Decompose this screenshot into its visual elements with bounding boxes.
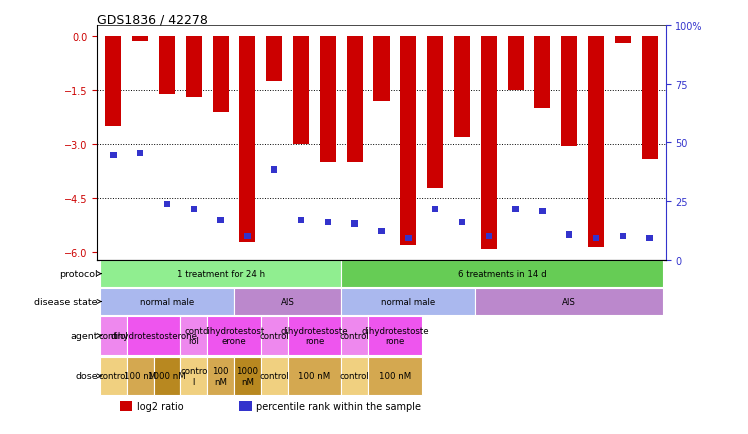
Text: control: control bbox=[99, 331, 128, 340]
Bar bbox=[105, 37, 121, 127]
Bar bbox=[266, 37, 282, 82]
Bar bbox=[615, 37, 631, 44]
Text: control: control bbox=[99, 372, 128, 381]
Bar bbox=[373, 37, 390, 102]
Text: contro
l: contro l bbox=[180, 366, 207, 386]
Bar bbox=[588, 37, 604, 247]
Bar bbox=[261, 357, 288, 395]
Bar bbox=[126, 316, 180, 355]
Bar bbox=[432, 207, 438, 213]
Text: control: control bbox=[340, 372, 370, 381]
Text: control: control bbox=[260, 331, 289, 340]
Bar bbox=[234, 357, 261, 395]
Text: dihydrotestost
erone: dihydrotestost erone bbox=[203, 326, 265, 345]
Bar bbox=[218, 217, 224, 224]
Text: control: control bbox=[260, 372, 289, 381]
Bar bbox=[368, 357, 422, 395]
Bar bbox=[320, 37, 336, 163]
Bar bbox=[239, 37, 256, 242]
Bar bbox=[507, 37, 524, 91]
Text: control: control bbox=[340, 331, 370, 340]
Bar bbox=[378, 228, 384, 234]
Bar bbox=[207, 316, 261, 355]
Bar bbox=[512, 207, 519, 213]
Text: AIS: AIS bbox=[280, 297, 295, 306]
Bar bbox=[561, 37, 577, 147]
Bar bbox=[646, 235, 653, 242]
Text: disease state: disease state bbox=[34, 297, 98, 306]
Bar bbox=[400, 37, 417, 246]
Text: GDS1836 / 42278: GDS1836 / 42278 bbox=[97, 13, 208, 26]
Bar bbox=[100, 261, 341, 287]
Bar bbox=[566, 232, 572, 238]
Text: dose: dose bbox=[75, 372, 98, 381]
Bar bbox=[120, 401, 132, 411]
Text: agent: agent bbox=[70, 331, 98, 340]
Bar bbox=[341, 261, 663, 287]
Text: dihydrotestosterone: dihydrotestosterone bbox=[110, 331, 197, 340]
Text: percentile rank within the sample: percentile rank within the sample bbox=[257, 401, 421, 411]
Bar bbox=[293, 37, 309, 145]
Text: cont
rol: cont rol bbox=[184, 326, 203, 345]
Bar bbox=[341, 289, 475, 315]
Bar bbox=[288, 316, 341, 355]
Bar bbox=[485, 233, 492, 240]
Bar bbox=[164, 201, 171, 207]
Bar bbox=[475, 289, 663, 315]
Bar bbox=[153, 357, 180, 395]
Bar bbox=[298, 217, 304, 224]
Bar bbox=[207, 357, 234, 395]
Bar bbox=[234, 289, 341, 315]
Text: 100 nM: 100 nM bbox=[124, 372, 156, 381]
Bar bbox=[325, 219, 331, 226]
Text: normal male: normal male bbox=[381, 297, 435, 306]
Bar bbox=[288, 357, 341, 395]
Text: log2 ratio: log2 ratio bbox=[137, 401, 184, 411]
Bar bbox=[405, 235, 411, 242]
Text: normal male: normal male bbox=[140, 297, 194, 306]
Bar bbox=[159, 37, 175, 95]
Bar bbox=[212, 37, 229, 112]
Bar bbox=[481, 37, 497, 249]
Bar bbox=[592, 235, 599, 242]
Bar bbox=[132, 37, 148, 42]
Bar bbox=[341, 357, 368, 395]
Bar bbox=[180, 357, 207, 395]
Text: 1000
nM: 1000 nM bbox=[236, 366, 258, 386]
Bar bbox=[427, 37, 443, 188]
Bar bbox=[642, 37, 657, 159]
Bar bbox=[100, 357, 126, 395]
Text: 1 treatment for 24 h: 1 treatment for 24 h bbox=[177, 270, 265, 279]
Bar bbox=[137, 151, 144, 157]
Bar bbox=[539, 208, 545, 215]
Bar bbox=[454, 37, 470, 138]
Bar bbox=[341, 316, 368, 355]
Bar bbox=[459, 219, 465, 226]
Bar bbox=[261, 316, 288, 355]
Bar bbox=[126, 357, 153, 395]
Text: 100 nM: 100 nM bbox=[378, 372, 411, 381]
Text: protocol: protocol bbox=[59, 270, 98, 279]
Bar bbox=[244, 233, 251, 240]
Text: 100
nM: 100 nM bbox=[212, 366, 229, 386]
Text: dihydrotestoste
rone: dihydrotestoste rone bbox=[361, 326, 429, 345]
Text: AIS: AIS bbox=[562, 297, 576, 306]
Bar bbox=[534, 37, 551, 109]
Text: 1000 nM: 1000 nM bbox=[148, 372, 186, 381]
Text: 6 treatments in 14 d: 6 treatments in 14 d bbox=[458, 270, 547, 279]
Text: dihydrotestoste
rone: dihydrotestoste rone bbox=[280, 326, 349, 345]
Bar bbox=[180, 316, 207, 355]
Bar bbox=[368, 316, 422, 355]
Bar bbox=[186, 37, 202, 98]
Bar bbox=[271, 167, 278, 173]
Bar bbox=[352, 221, 358, 227]
Bar bbox=[239, 401, 252, 411]
Bar bbox=[100, 316, 126, 355]
Bar bbox=[100, 289, 234, 315]
Bar bbox=[110, 152, 117, 159]
Text: 100 nM: 100 nM bbox=[298, 372, 331, 381]
Bar bbox=[619, 233, 626, 240]
Bar bbox=[191, 207, 197, 213]
Bar bbox=[346, 37, 363, 163]
